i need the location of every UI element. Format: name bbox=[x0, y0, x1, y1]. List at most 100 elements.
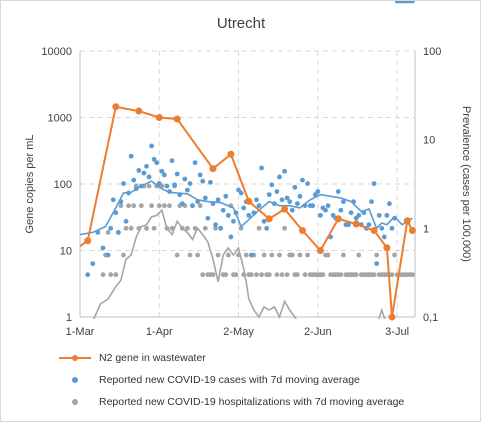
legend-cases-label: Reported new COVID-19 cases with 7d movi… bbox=[99, 374, 360, 386]
x-tick-label: 2-May bbox=[223, 326, 254, 338]
case-point bbox=[238, 190, 244, 196]
hospitalization-point bbox=[202, 225, 208, 231]
wastewater-point bbox=[84, 237, 92, 245]
hospitalization-point bbox=[144, 225, 149, 231]
hospitalization-point bbox=[289, 252, 295, 258]
wastewater-point bbox=[334, 215, 342, 223]
case-point bbox=[185, 187, 190, 193]
wastewater-point bbox=[281, 205, 289, 213]
case-point bbox=[366, 222, 372, 228]
case-point bbox=[246, 212, 252, 218]
hospitalization-point bbox=[118, 203, 124, 209]
case-point bbox=[164, 183, 170, 189]
case-point bbox=[389, 225, 395, 231]
hospitalization-point bbox=[392, 252, 397, 258]
hospitalization-point bbox=[126, 203, 131, 209]
case-point bbox=[105, 252, 111, 258]
case-point bbox=[110, 197, 116, 203]
y-left-tick-label: 1000 bbox=[48, 113, 72, 125]
case-point bbox=[315, 189, 321, 194]
hospitalization-point bbox=[210, 272, 216, 278]
legend-cases-marker bbox=[72, 377, 78, 383]
hospitalization-point bbox=[149, 203, 155, 209]
case-point bbox=[218, 225, 224, 231]
hospitalization-point bbox=[161, 203, 167, 209]
case-point bbox=[381, 234, 387, 240]
case-point bbox=[338, 207, 344, 213]
case-point bbox=[215, 197, 221, 203]
hospitalization-point bbox=[282, 225, 287, 231]
legend-wastewater-marker bbox=[59, 355, 91, 361]
case-point bbox=[387, 201, 392, 207]
y-right-tick-label: 100 bbox=[423, 46, 441, 58]
hospitalization-point bbox=[113, 272, 119, 278]
case-point bbox=[323, 207, 328, 213]
case-point bbox=[121, 181, 126, 186]
wastewater-point bbox=[352, 220, 360, 228]
hospitalization-point bbox=[123, 225, 129, 231]
case-point bbox=[174, 171, 180, 177]
case-point bbox=[223, 193, 229, 199]
legend-item-cases: Reported new COVID-19 cases with 7d movi… bbox=[59, 369, 404, 391]
wastewater-point bbox=[408, 226, 416, 234]
hospitalization-point bbox=[340, 252, 346, 258]
case-point bbox=[123, 218, 129, 224]
case-point bbox=[187, 181, 193, 186]
case-point bbox=[231, 218, 236, 224]
wastewater-point bbox=[209, 165, 217, 173]
case-point bbox=[310, 203, 316, 209]
wastewater-point bbox=[388, 313, 396, 321]
hospitalization-point bbox=[121, 252, 126, 258]
case-point bbox=[144, 163, 149, 169]
hospitalization-point bbox=[254, 272, 259, 278]
case-point bbox=[108, 225, 114, 231]
case-point bbox=[266, 192, 272, 198]
legend-wastewater-label: N2 gene in wastewater bbox=[99, 352, 206, 364]
case-point bbox=[136, 168, 142, 173]
wastewater-point bbox=[227, 150, 235, 158]
case-point bbox=[154, 160, 160, 166]
case-point bbox=[317, 212, 323, 218]
wastewater-point bbox=[173, 115, 181, 123]
case-point bbox=[115, 229, 121, 235]
hospitalization-point bbox=[410, 272, 415, 278]
case-point bbox=[256, 203, 262, 209]
legend-item-hospitalizations: Reported new COVID-19 hospitalizations w… bbox=[59, 391, 404, 413]
hospitalization-point bbox=[197, 203, 203, 209]
wastewater-point bbox=[245, 197, 253, 205]
y-right-tick-label: 0,1 bbox=[423, 312, 438, 324]
case-point bbox=[241, 205, 247, 211]
y-left-tick-label: 1 bbox=[66, 312, 72, 324]
case-point bbox=[205, 215, 211, 221]
case-point bbox=[151, 156, 157, 162]
case-point bbox=[190, 203, 195, 209]
hospitalization-point bbox=[356, 252, 362, 258]
hospitalization-point bbox=[195, 252, 201, 258]
case-point bbox=[379, 225, 385, 231]
hospitalization-point bbox=[238, 225, 244, 231]
hospitalization-point bbox=[256, 225, 262, 231]
case-point bbox=[264, 225, 270, 231]
case-point bbox=[192, 160, 198, 166]
hospitalization-point bbox=[274, 272, 280, 278]
case-point bbox=[297, 193, 303, 199]
hospitalization-point bbox=[320, 272, 326, 278]
hospitalization-point bbox=[213, 225, 218, 231]
case-point bbox=[261, 218, 267, 224]
hospitalization-point bbox=[156, 203, 162, 209]
legend-item-wastewater: N2 gene in wastewater bbox=[59, 347, 404, 369]
case-point bbox=[274, 189, 280, 194]
chart-title: Utrecht bbox=[217, 15, 266, 32]
case-point bbox=[128, 153, 134, 159]
legend-hospitalizations-marker bbox=[72, 399, 78, 405]
case-point bbox=[284, 195, 290, 201]
case-point bbox=[259, 165, 264, 171]
y-left-tick-label: 10 bbox=[60, 246, 72, 258]
hospitalization-point bbox=[325, 252, 331, 258]
case-point bbox=[228, 234, 234, 240]
hospitalization-point bbox=[374, 252, 380, 258]
case-point bbox=[208, 179, 213, 185]
case-point bbox=[254, 197, 259, 203]
case-point bbox=[348, 210, 354, 216]
